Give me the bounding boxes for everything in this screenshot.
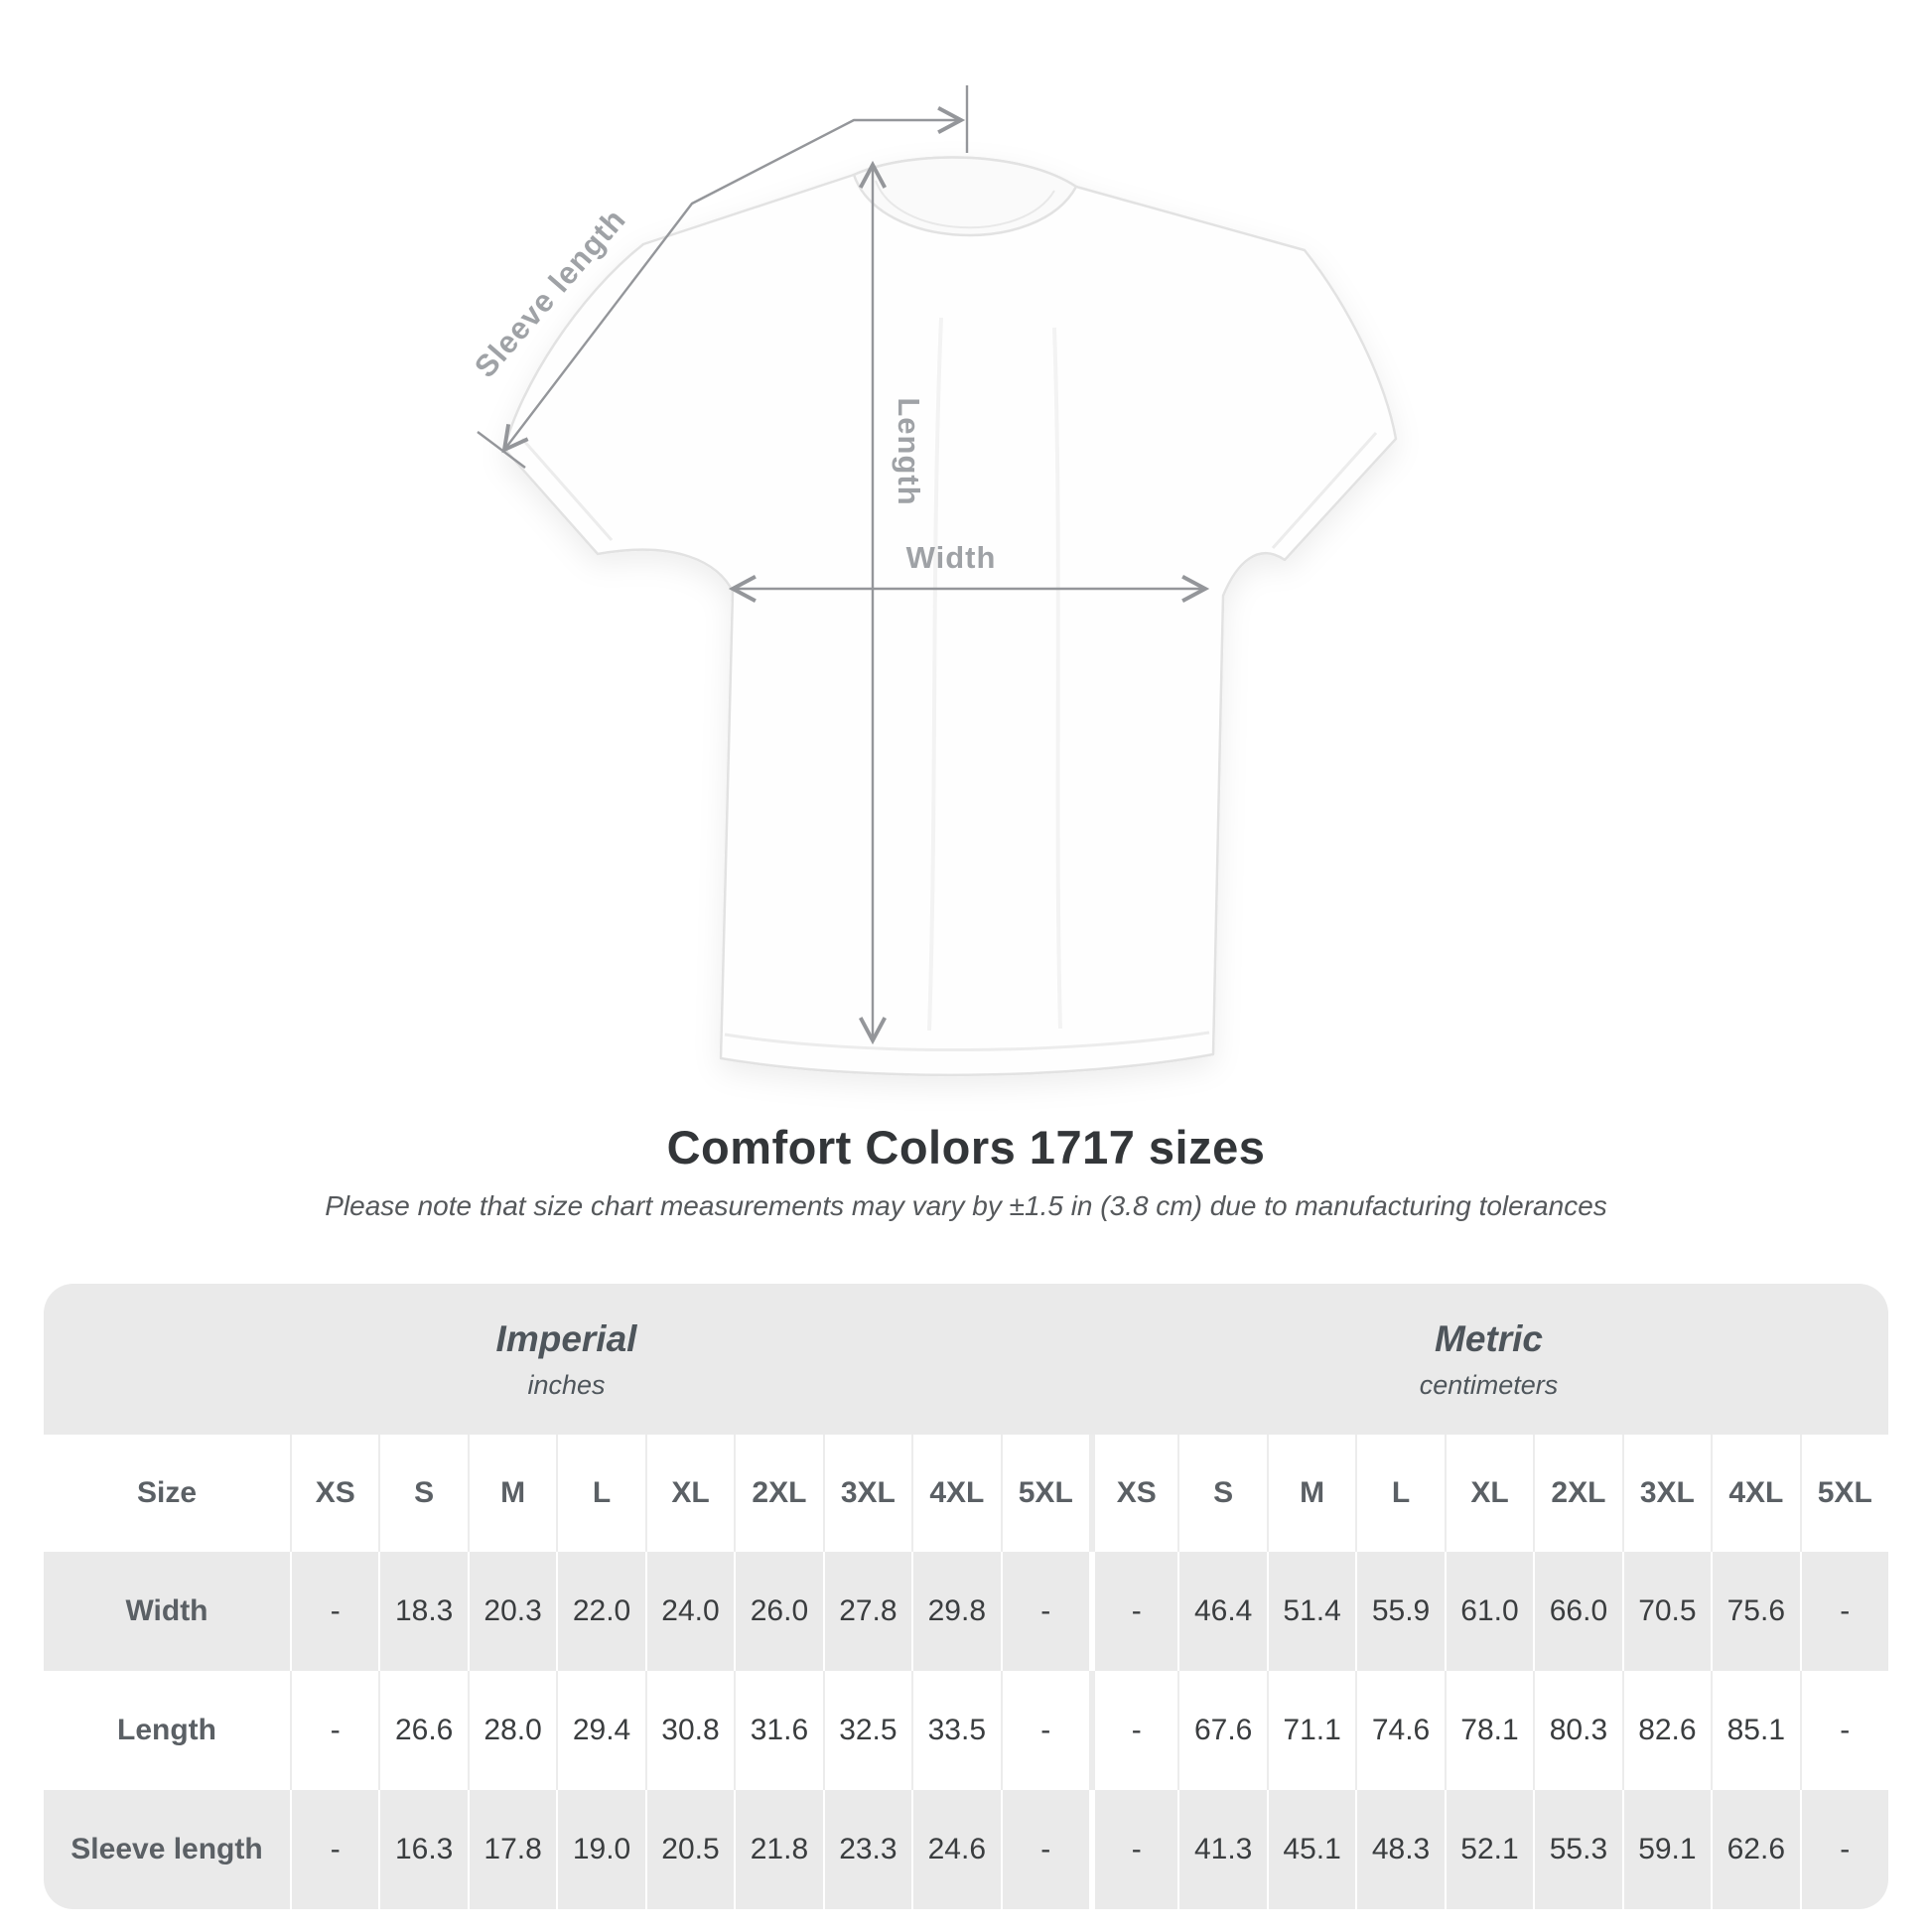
- cell-value: -: [1000, 1671, 1089, 1790]
- col-header-imperial-m: M: [467, 1435, 556, 1552]
- cell-value: 30.8: [644, 1671, 734, 1790]
- size-column-header: Size: [136, 1476, 198, 1509]
- cell-value: -: [290, 1671, 378, 1790]
- cell-value: 28.0: [467, 1671, 556, 1790]
- sleeve-length-arrow: [501, 105, 966, 454]
- col-header-metric-3xl: 3XL: [1621, 1435, 1711, 1552]
- cell-value: 16.3: [378, 1790, 467, 1909]
- cell-value: -: [1799, 1552, 1888, 1671]
- cell-value: -: [1088, 1552, 1177, 1671]
- cell-value: 75.6: [1711, 1552, 1799, 1671]
- size-header-row: Size XS S M L XL 2XL 3XL 4XL 5XL XS S M …: [44, 1435, 1888, 1552]
- metric-unit: centimeters: [1419, 1369, 1559, 1400]
- cell-value: -: [1088, 1790, 1177, 1909]
- cell-value: 45.1: [1266, 1790, 1355, 1909]
- cell-value: 66.0: [1533, 1552, 1621, 1671]
- cell-value: 32.5: [822, 1671, 911, 1790]
- cell-value: 48.3: [1355, 1790, 1444, 1909]
- cell-value: 26.6: [378, 1671, 467, 1790]
- cell-value: 46.4: [1177, 1552, 1266, 1671]
- cell-value: -: [1799, 1671, 1888, 1790]
- cell-value: -: [1088, 1671, 1177, 1790]
- sleeve-length-start-tick: [477, 431, 526, 469]
- page-title: Comfort Colors 1717 sizes: [666, 1121, 1266, 1173]
- cell-value: 17.8: [467, 1790, 556, 1909]
- col-header-metric-5xl: 5XL: [1799, 1435, 1888, 1552]
- col-header-metric-s: S: [1177, 1435, 1266, 1552]
- col-header-metric-l: L: [1355, 1435, 1444, 1552]
- cell-value: -: [1000, 1790, 1089, 1909]
- cell-value: 20.3: [467, 1552, 556, 1671]
- size-table: Imperial inches Metric centimeters Size …: [44, 1284, 1888, 1909]
- cell-value: 19.0: [556, 1790, 644, 1909]
- imperial-title: Imperial: [495, 1317, 637, 1359]
- col-header-imperial-2xl: 2XL: [734, 1435, 822, 1552]
- cell-value: 80.3: [1533, 1671, 1621, 1790]
- cell-value: 27.8: [822, 1552, 911, 1671]
- table-row-width: Width - 18.3 20.3 22.0 24.0 26.0 27.8 29…: [44, 1552, 1888, 1671]
- cell-value: 55.9: [1355, 1552, 1444, 1671]
- imperial-section-header: Imperial inches: [44, 1284, 1089, 1435]
- col-header-imperial-xl: XL: [644, 1435, 734, 1552]
- cell-value: 78.1: [1444, 1671, 1533, 1790]
- col-header-imperial-3xl: 3XL: [822, 1435, 911, 1552]
- row-label: Width: [125, 1594, 208, 1627]
- cell-value: -: [290, 1790, 378, 1909]
- cell-value: -: [1000, 1552, 1089, 1671]
- col-header-metric-2xl: 2XL: [1533, 1435, 1621, 1552]
- width-label: Width: [906, 540, 997, 575]
- table-row-sleeve-length: Sleeve length - 16.3 17.8 19.0 20.5 21.8…: [44, 1790, 1888, 1909]
- cell-value: 22.0: [556, 1552, 644, 1671]
- cell-value: 23.3: [822, 1790, 911, 1909]
- cell-value: 24.6: [911, 1790, 1000, 1909]
- cell-value: 33.5: [911, 1671, 1000, 1790]
- cell-value: 59.1: [1621, 1790, 1711, 1909]
- cell-value: 24.0: [644, 1552, 734, 1671]
- table-row-length: Length - 26.6 28.0 29.4 30.8 31.6 32.5 3…: [44, 1671, 1888, 1790]
- col-header-metric-4xl: 4XL: [1711, 1435, 1799, 1552]
- cell-value: 31.6: [734, 1671, 822, 1790]
- cell-value: 52.1: [1444, 1790, 1533, 1909]
- col-header-metric-xl: XL: [1444, 1435, 1533, 1552]
- imperial-unit: inches: [527, 1369, 606, 1400]
- cell-value: 21.8: [734, 1790, 822, 1909]
- cell-value: 18.3: [378, 1552, 467, 1671]
- tshirt-illustration: [502, 156, 1398, 1077]
- col-header-metric-m: M: [1266, 1435, 1355, 1552]
- unit-band: Imperial inches Metric centimeters: [44, 1284, 1888, 1435]
- cell-value: 70.5: [1621, 1552, 1711, 1671]
- col-header-metric-xs: XS: [1088, 1435, 1177, 1552]
- cell-value: 20.5: [644, 1790, 734, 1909]
- cell-value: 82.6: [1621, 1671, 1711, 1790]
- cell-value: 55.3: [1533, 1790, 1621, 1909]
- measurement-arrows: [477, 85, 1210, 1045]
- cell-value: 74.6: [1355, 1671, 1444, 1790]
- length-label: Length: [892, 397, 926, 505]
- row-label: Length: [117, 1714, 216, 1746]
- cell-value: 62.6: [1711, 1790, 1799, 1909]
- tshirt-measurement-diagram: Sleeve length Length Width: [468, 85, 1398, 1077]
- tolerance-note: Please note that size chart measurements…: [325, 1190, 1607, 1221]
- col-header-imperial-xs: XS: [290, 1435, 378, 1552]
- title-block: Comfort Colors 1717 sizes Please note th…: [0, 1120, 1932, 1222]
- cell-value: -: [1799, 1790, 1888, 1909]
- cell-value: 41.3: [1177, 1790, 1266, 1909]
- cell-value: 61.0: [1444, 1552, 1533, 1671]
- metric-section-header: Metric centimeters: [1089, 1284, 1888, 1435]
- row-label: Sleeve length: [70, 1833, 263, 1865]
- cell-value: 29.8: [911, 1552, 1000, 1671]
- cell-value: 71.1: [1266, 1671, 1355, 1790]
- cell-value: 51.4: [1266, 1552, 1355, 1671]
- col-header-imperial-5xl: 5XL: [1000, 1435, 1089, 1552]
- col-header-imperial-l: L: [556, 1435, 644, 1552]
- cell-value: 85.1: [1711, 1671, 1799, 1790]
- cell-value: 26.0: [734, 1552, 822, 1671]
- cell-value: -: [290, 1552, 378, 1671]
- cell-value: 29.4: [556, 1671, 644, 1790]
- cell-value: 67.6: [1177, 1671, 1266, 1790]
- col-header-imperial-s: S: [378, 1435, 467, 1552]
- col-header-imperial-4xl: 4XL: [911, 1435, 1000, 1552]
- metric-title: Metric: [1435, 1317, 1543, 1359]
